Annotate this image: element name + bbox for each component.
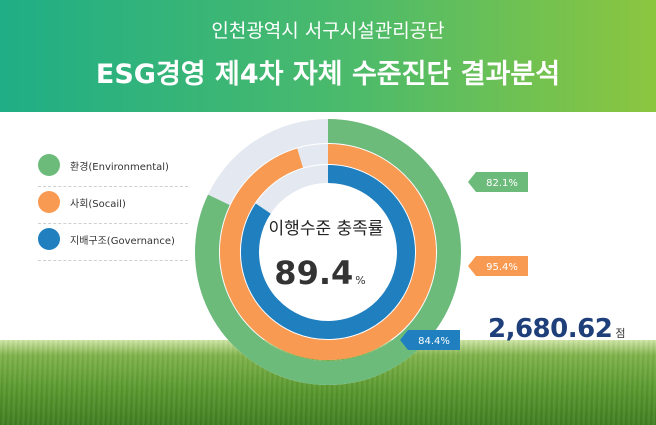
legend-dot-governance (38, 228, 60, 250)
center-value-number: 89.4 (274, 254, 353, 292)
callout-box-governance (400, 330, 460, 350)
legend-label-governance: 지배구조(Governance) (70, 236, 175, 247)
center-value: 89.4% (274, 254, 365, 292)
chart-legend: 환경(Environmental) 사회(Socail) 지배구조(Govern… (38, 150, 188, 261)
center-value-unit: % (355, 274, 365, 287)
ring-bar-governance (241, 165, 415, 339)
ring-bar-social (220, 144, 436, 360)
legend-item-governance: 지배구조(Governance) (38, 224, 188, 261)
legend-dot-social (38, 191, 60, 213)
callout-box-social (468, 256, 528, 276)
callout-label-environmental: 82.1% (486, 178, 518, 189)
header-title: ESG경영 제4차 자체 수준진단 결과분석 (95, 59, 561, 90)
header-subtitle: 인천광역시 서구시설관리공단 (211, 20, 445, 42)
legend-label-social: 사회(Socail) (70, 199, 126, 210)
ring-bar-environmental (195, 119, 461, 385)
callout-label-governance: 84.4% (418, 336, 450, 347)
header-banner: 인천광역시 서구시설관리공단 ESG경영 제4차 자체 수준진단 결과분석 (0, 0, 656, 112)
total-score-value: 2,680.62 (488, 314, 613, 344)
total-score-unit: 점 (615, 327, 625, 340)
legend-label-environmental: 환경(Environmental) (70, 162, 169, 173)
legend-dot-environmental (38, 154, 60, 176)
legend-item-social: 사회(Socail) (38, 187, 188, 224)
callout-label-social: 95.4% (486, 262, 518, 273)
total-score: 2,680.62 점 (488, 314, 625, 344)
callout-box-environmental (468, 172, 528, 192)
center-label: 이행수준 충족률 (269, 219, 384, 239)
legend-item-environmental: 환경(Environmental) (38, 150, 188, 187)
